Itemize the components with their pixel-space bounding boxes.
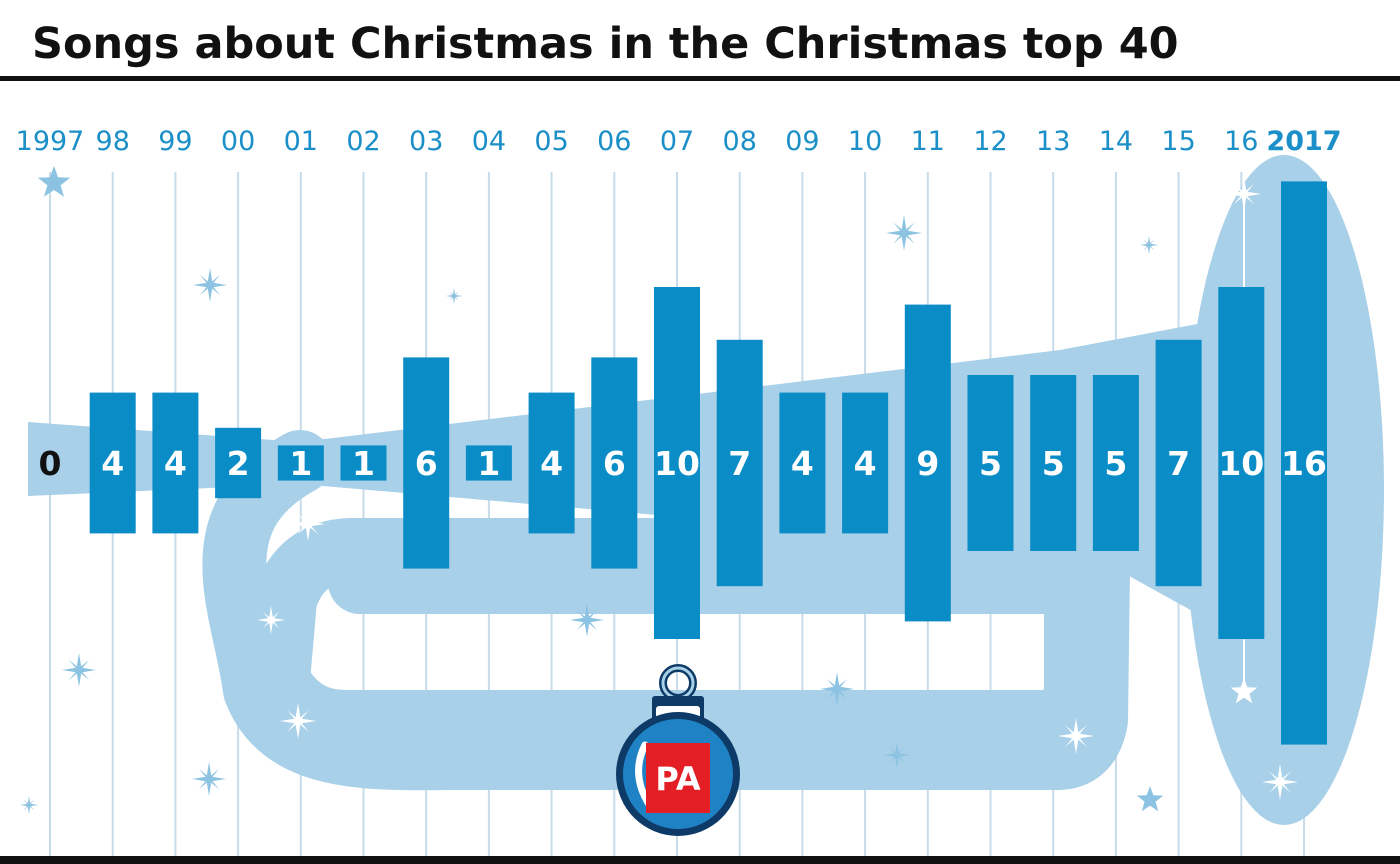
value-label-03: 6 bbox=[415, 444, 438, 483]
decorative-stars bbox=[20, 166, 1164, 814]
year-label-14: 14 bbox=[1099, 126, 1133, 157]
value-label-12: 5 bbox=[979, 444, 1002, 483]
year-label-02: 02 bbox=[346, 126, 380, 157]
bar-07 bbox=[654, 287, 700, 639]
year-label-2017: 2017 bbox=[1266, 126, 1341, 157]
bar-06 bbox=[591, 357, 638, 569]
value-label-05: 4 bbox=[540, 444, 563, 483]
value-label-10: 4 bbox=[854, 444, 877, 483]
value-label-04: 1 bbox=[477, 444, 500, 483]
year-label-08: 08 bbox=[723, 126, 757, 157]
bar-14 bbox=[1092, 375, 1139, 551]
bar-2017 bbox=[1281, 181, 1327, 745]
year-label-01: 01 bbox=[284, 126, 318, 157]
year-label-00: 00 bbox=[221, 126, 255, 157]
bar-98 bbox=[89, 392, 136, 534]
bar-09 bbox=[779, 392, 826, 534]
value-label-13: 5 bbox=[1042, 444, 1065, 483]
value-label-02: 1 bbox=[352, 444, 375, 483]
year-label-03: 03 bbox=[409, 126, 443, 157]
white-sparkles bbox=[257, 177, 1298, 800]
year-label-10: 10 bbox=[848, 126, 882, 157]
value-label-1997: 0 bbox=[39, 444, 62, 483]
bar-03 bbox=[403, 357, 450, 569]
value-label-08: 7 bbox=[728, 444, 751, 483]
pa-logo-text: PA bbox=[655, 760, 701, 798]
year-label-16: 16 bbox=[1224, 126, 1258, 157]
star-icon bbox=[1136, 786, 1164, 812]
bars bbox=[89, 181, 1327, 745]
value-label-07: 10 bbox=[654, 444, 700, 483]
bar-13 bbox=[1030, 375, 1077, 551]
star-icon bbox=[1230, 678, 1258, 704]
bar-04 bbox=[465, 445, 512, 481]
value-label-14: 5 bbox=[1104, 444, 1127, 483]
value-label-16: 10 bbox=[1218, 444, 1264, 483]
value-label-11: 9 bbox=[916, 444, 939, 483]
bar-11 bbox=[904, 304, 951, 622]
bar-05 bbox=[528, 392, 575, 534]
bar-02 bbox=[340, 445, 387, 481]
value-label-09: 4 bbox=[791, 444, 814, 483]
year-label-99: 99 bbox=[158, 126, 192, 157]
sparkle-icon bbox=[62, 653, 96, 687]
bar-15 bbox=[1155, 339, 1202, 587]
title-rule bbox=[0, 76, 1400, 81]
value-label-06: 6 bbox=[603, 444, 626, 483]
year-label-09: 09 bbox=[785, 126, 819, 157]
sparkle-icon bbox=[1140, 236, 1158, 254]
bar-00 bbox=[215, 427, 262, 499]
year-label-15: 15 bbox=[1161, 126, 1195, 157]
value-label-98: 4 bbox=[101, 444, 124, 483]
bottom-rule bbox=[0, 856, 1400, 864]
bar-01 bbox=[277, 445, 324, 481]
sparkle-icon bbox=[193, 268, 227, 302]
pa-logo-box bbox=[646, 743, 710, 813]
star-icon bbox=[37, 166, 71, 197]
bauble-logo: PA bbox=[616, 664, 740, 836]
year-label-12: 12 bbox=[973, 126, 1007, 157]
year-label-05: 05 bbox=[534, 126, 568, 157]
sparkle-icon bbox=[886, 215, 922, 251]
year-label-1997: 1997 bbox=[16, 126, 85, 157]
value-label-99: 4 bbox=[164, 444, 187, 483]
sparkle-icon bbox=[446, 288, 462, 304]
bar-08 bbox=[716, 339, 763, 587]
year-label-06: 06 bbox=[597, 126, 631, 157]
chart-title: Songs about Christmas in the Christmas t… bbox=[32, 19, 1179, 69]
bar-16 bbox=[1218, 287, 1265, 639]
year-label-07: 07 bbox=[660, 126, 694, 157]
value-label-2017: 16 bbox=[1281, 444, 1327, 483]
value-labels: 0 4 4 2 1 1 6 1 4 6 10 7 4 4 9 5 5 5 7 10 16 bbox=[39, 444, 1327, 483]
year-labels: 1997 98 99 00 01 02 03 04 05 06 07 08 09 10 11 12 13 14 15… bbox=[16, 126, 1342, 157]
bar-12 bbox=[967, 375, 1014, 551]
year-label-04: 04 bbox=[472, 126, 506, 157]
bar-99 bbox=[152, 392, 199, 534]
sparkle-icon bbox=[20, 796, 38, 814]
year-label-13: 13 bbox=[1036, 126, 1070, 157]
year-label-98: 98 bbox=[96, 126, 130, 157]
bar-10 bbox=[842, 392, 889, 534]
value-label-00: 2 bbox=[227, 444, 250, 483]
value-label-01: 1 bbox=[289, 444, 312, 483]
value-label-15: 7 bbox=[1167, 444, 1190, 483]
sparkle-icon bbox=[192, 762, 226, 796]
year-label-11: 11 bbox=[911, 126, 945, 157]
